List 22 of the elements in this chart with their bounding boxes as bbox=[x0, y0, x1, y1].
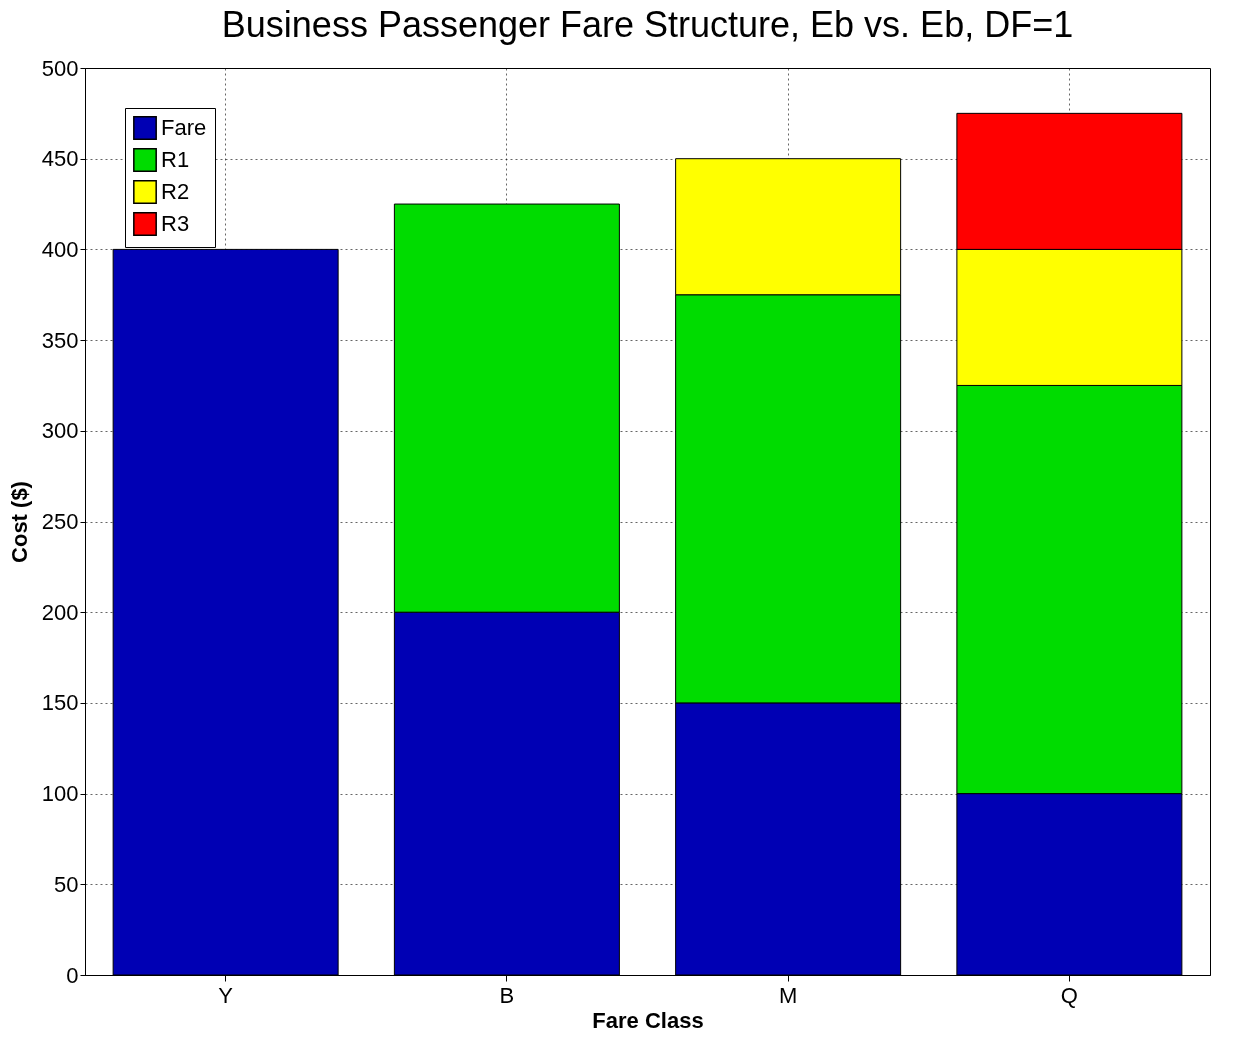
x-tick-label: Y bbox=[218, 982, 234, 1008]
y-tick-label: 500 bbox=[41, 55, 79, 81]
y-tick-label: 0 bbox=[66, 962, 79, 988]
y-tick-label: 50 bbox=[54, 871, 79, 897]
y-tick-label: 400 bbox=[41, 236, 79, 262]
y-tick-label: 200 bbox=[41, 599, 79, 625]
y-tick-label: 150 bbox=[41, 690, 79, 716]
x-tick-label: Q bbox=[1060, 982, 1078, 1008]
x-tick-label: B bbox=[499, 982, 515, 1008]
x-axis-title: Fare Class bbox=[592, 1007, 704, 1033]
legend-label: Fare bbox=[161, 115, 207, 140]
x-tick-label: M bbox=[778, 982, 798, 1008]
y-tick-label: 350 bbox=[41, 327, 79, 353]
legend-label: R3 bbox=[161, 211, 190, 236]
y-axis-title: Cost ($) bbox=[6, 481, 32, 563]
y-tick-label: 300 bbox=[41, 418, 79, 444]
legend-label: R2 bbox=[161, 179, 190, 204]
legend-label: R1 bbox=[161, 147, 190, 172]
y-tick-label: 100 bbox=[41, 781, 79, 807]
y-tick-label: 450 bbox=[41, 146, 79, 172]
y-tick-label: 250 bbox=[41, 509, 79, 534]
chart-title: Business Passenger Fare Structure, Eb vs. Eb, DF=1 bbox=[221, 4, 1074, 45]
